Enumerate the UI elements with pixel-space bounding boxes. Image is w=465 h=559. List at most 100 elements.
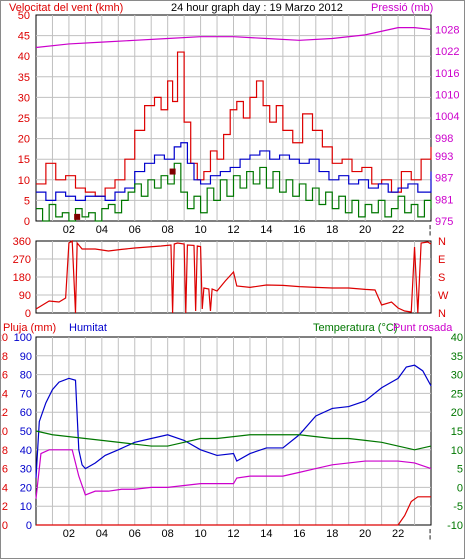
wind-panel-x-tick-label: 02: [63, 224, 75, 236]
climate-panel-x-tick-label: 08: [162, 528, 174, 540]
humidity-tick-label: 100: [14, 332, 32, 344]
series-pluja: [36, 496, 431, 526]
humidity-tick-label: 40: [20, 445, 32, 457]
wind-speed-tick-label: 0: [24, 216, 30, 228]
series-pressi-: [35, 27, 432, 49]
humidity-tick-label: 70: [20, 388, 32, 400]
rain-tick-label: 8: [2, 445, 8, 457]
pressure-tick-label: 1010: [435, 90, 459, 102]
rain-tick-label: 12: [1, 407, 8, 419]
humidity-tick-label: 30: [20, 464, 32, 476]
wind-speed-tick-label: 35: [18, 72, 30, 84]
temperature-tick-label: -5: [453, 501, 463, 513]
humidity-tick-label: 50: [20, 426, 32, 438]
humidity-tick-label: 0: [26, 520, 32, 532]
temperature-tick-label: 10: [451, 445, 463, 457]
compass-tick-label: N: [438, 236, 446, 248]
temperature-tick-label: 25: [451, 388, 463, 400]
series-humitat: [35, 364, 432, 479]
direction-tick-label: 360: [13, 236, 31, 248]
humidity-tick-label: 20: [20, 482, 32, 494]
humidity-tick-label: 10: [20, 501, 32, 513]
temperature-tick-label: 15: [451, 426, 463, 438]
climate-panel-x-tick-label: 04: [96, 528, 108, 540]
rain-humidity-temperature-panel: 024681012141618200102030405060708090100-…: [1, 332, 463, 540]
series-punt-rosada: [35, 449, 432, 499]
climate-panel-x-tick-label: 02: [63, 528, 75, 540]
wind-speed-tick-label: 20: [18, 134, 30, 146]
wind-panel-x-tick-label: 08: [162, 224, 174, 236]
rain-tick-label: 0: [2, 520, 8, 532]
temperature-axis-title: Temperatura (°C): [313, 322, 398, 334]
temperature-tick-label: 30: [451, 370, 463, 382]
direction-tick-label: 180: [13, 272, 31, 284]
rain-tick-label: 10: [1, 426, 8, 438]
pressure-tick-label: 1022: [435, 46, 459, 58]
wind-panel-x-tick-label: 06: [129, 224, 141, 236]
wind-speed-tick-label: 5: [24, 195, 30, 207]
rain-tick-label: 16: [1, 370, 8, 382]
pressure-tick-label: 975: [435, 216, 453, 228]
dew-point-axis-title: Punt rosada: [393, 322, 453, 334]
series-temperatura: [35, 430, 432, 451]
direction-tick-label: 90: [19, 290, 31, 302]
pressure-tick-label: 1028: [435, 24, 459, 36]
pressure-tick-label: 987: [435, 173, 453, 185]
climate-panel-x-tick-label: 20: [359, 528, 371, 540]
climate-panel-x-tick-label: 14: [260, 528, 272, 540]
wind-speed-axis-title: Velocitat del vent (kmh): [9, 2, 124, 14]
chart-title: 24 hour graph day : 19 Marzo 2012: [171, 2, 343, 14]
climate-panel-x-tick-label: 06: [129, 528, 141, 540]
wind-panel-x-tick-label: 14: [260, 224, 272, 236]
climate-panel-x-tick-label: 18: [326, 528, 338, 540]
pressure-tick-label: 1004: [435, 111, 459, 123]
gust-marker: [74, 213, 81, 220]
rain-axis-title: Pluja (mm): [3, 322, 57, 334]
series-wind-direction: [35, 239, 432, 314]
compass-tick-label: W: [438, 290, 449, 302]
compass-tick-label: S: [438, 272, 445, 284]
humidity-tick-label: 90: [20, 351, 32, 363]
humidity-tick-label: 60: [20, 407, 32, 419]
rain-tick-label: 4: [2, 482, 8, 494]
wind-speed-tick-label: 25: [18, 113, 30, 125]
pressure-tick-label: 981: [435, 194, 453, 206]
series-velocitat: [36, 162, 432, 222]
rain-tick-label: 18: [1, 351, 8, 363]
climate-panel-x-end-mark: ¦: [429, 528, 432, 540]
compass-tick-label: N: [438, 308, 446, 320]
wind-speed-tick-label: 45: [18, 31, 30, 43]
climate-panel-x-tick-label: 10: [194, 528, 206, 540]
rain-tick-label: 20: [1, 332, 8, 344]
rain-tick-label: 6: [2, 464, 8, 476]
temperature-tick-label: 35: [451, 351, 463, 363]
pressure-axis-title: Pressió (mb): [371, 2, 434, 14]
wind-panel-x-tick-label: 10: [194, 224, 206, 236]
wind-speed-tick-label: 10: [18, 175, 30, 187]
temperature-tick-label: 40: [451, 332, 463, 344]
wind-speed-tick-label: 40: [18, 51, 30, 63]
wind-panel-x-end-mark: ¦: [429, 224, 432, 236]
wind-speed-tick-label: 15: [18, 154, 30, 166]
climate-panel-x-tick-label: 22: [392, 528, 404, 540]
rain-tick-label: 2: [2, 501, 8, 513]
wind-panel-x-tick-label: 04: [96, 224, 108, 236]
wind-speed-tick-label: 50: [18, 10, 30, 22]
wind-speed-tick-label: 30: [18, 92, 30, 104]
temperature-tick-label: -10: [447, 520, 463, 532]
series-velocitat-mitjana: [36, 142, 432, 201]
temperature-tick-label: 0: [457, 482, 463, 494]
direction-tick-label: 0: [25, 308, 31, 320]
climate-panel-x-tick-label: 16: [293, 528, 305, 540]
direction-tick-label: 270: [13, 254, 31, 266]
humidity-tick-label: 80: [20, 370, 32, 382]
compass-tick-label: E: [438, 254, 445, 266]
wind-pressure-panel: 0510152025303540455097598198799399810041…: [18, 10, 460, 236]
temperature-tick-label: 5: [457, 464, 463, 476]
wind-panel-x-tick-label: 12: [227, 224, 239, 236]
pressure-tick-label: 993: [435, 151, 453, 163]
gust-marker: [169, 168, 176, 175]
